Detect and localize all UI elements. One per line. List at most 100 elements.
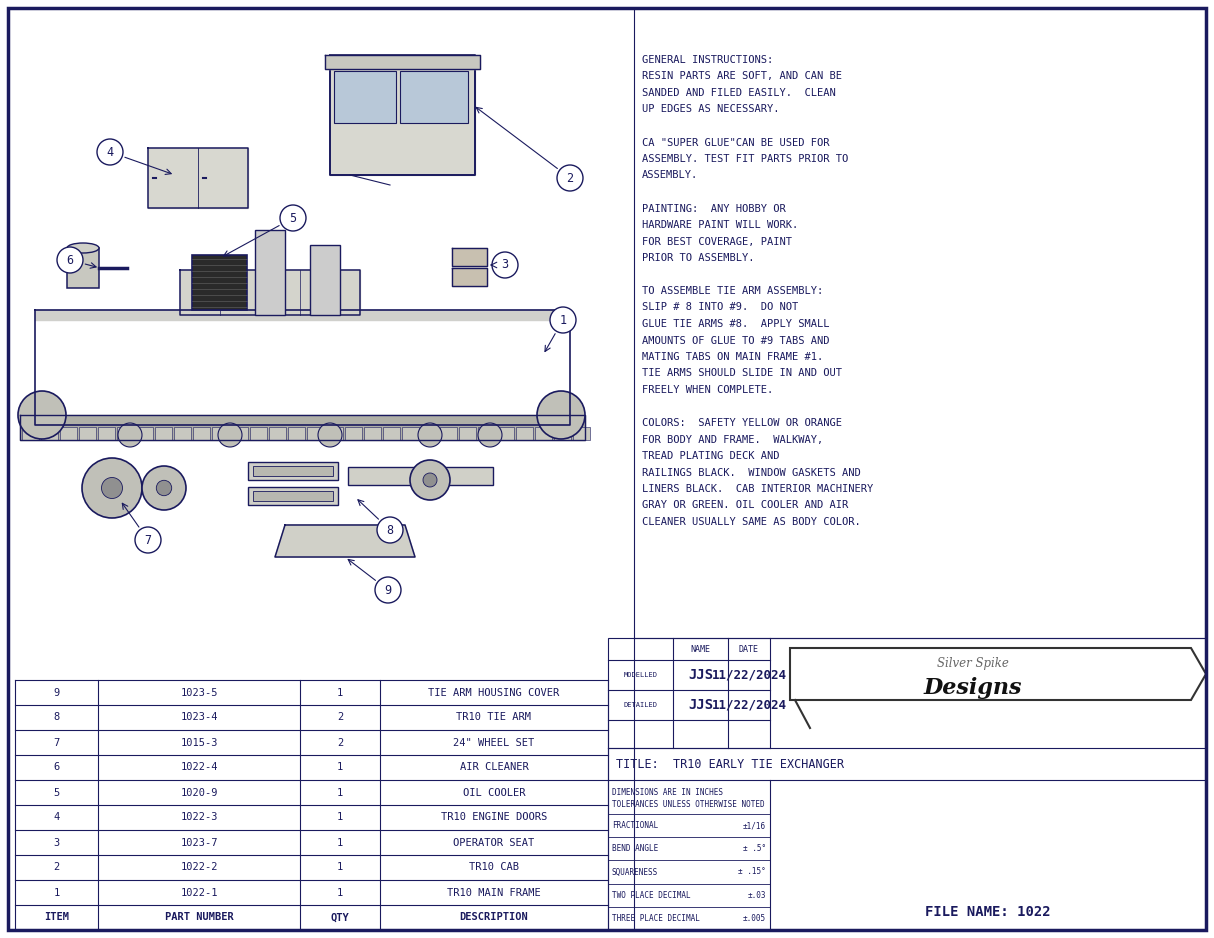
Ellipse shape (67, 243, 100, 253)
Bar (136, 427, 153, 440)
Text: GENERAL INSTRUCTIONS:: GENERAL INSTRUCTIONS: (642, 55, 773, 65)
Text: TR10 TIE ARM: TR10 TIE ARM (456, 713, 532, 722)
Text: 2: 2 (567, 172, 573, 185)
Bar (402, 427, 419, 440)
Bar (174, 427, 191, 440)
Text: CA "SUPER GLUE"CAN BE USED FOR: CA "SUPER GLUE"CAN BE USED FOR (642, 138, 829, 147)
Text: TR10 ENGINE DOORS: TR10 ENGINE DOORS (441, 812, 548, 823)
Polygon shape (330, 55, 475, 175)
Text: FILE NAME: 1022: FILE NAME: 1022 (925, 905, 1051, 919)
Text: 1: 1 (336, 812, 344, 823)
Text: OPERATOR SEAT: OPERATOR SEAT (453, 838, 534, 848)
Text: 1022-2: 1022-2 (180, 863, 217, 872)
Text: GRAY OR GREEN. OIL COOLER AND AIR: GRAY OR GREEN. OIL COOLER AND AIR (642, 501, 849, 510)
Bar (554, 427, 571, 440)
Text: TITLE:  TR10 EARLY TIE EXCHANGER: TITLE: TR10 EARLY TIE EXCHANGER (615, 758, 844, 770)
Bar (345, 427, 362, 440)
Text: FOR BODY AND FRAME.  WALKWAY,: FOR BODY AND FRAME. WALKWAY, (642, 434, 823, 445)
Text: 1: 1 (336, 688, 344, 698)
Text: SANDED AND FILED EASILY.  CLEAN: SANDED AND FILED EASILY. CLEAN (642, 88, 835, 98)
Text: PRIOR TO ASSEMBLY.: PRIOR TO ASSEMBLY. (642, 253, 754, 263)
Bar (422, 467, 493, 485)
Bar (535, 427, 552, 440)
Text: TOLERANCES UNLESS OTHERWISE NOTED: TOLERANCES UNLESS OTHERWISE NOTED (612, 800, 765, 809)
Bar (608, 638, 1206, 930)
Text: ± .5°: ± .5° (743, 844, 766, 854)
Circle shape (97, 139, 123, 165)
Text: ASSEMBLY.: ASSEMBLY. (642, 171, 698, 180)
Circle shape (318, 423, 342, 447)
Circle shape (557, 165, 583, 191)
Polygon shape (452, 248, 487, 266)
Bar (573, 427, 590, 440)
Text: FRACTIONAL: FRACTIONAL (612, 821, 658, 830)
Text: PART NUMBER: PART NUMBER (165, 913, 233, 922)
Text: 6: 6 (53, 763, 59, 773)
Text: PAINTING:  ANY HOBBY OR: PAINTING: ANY HOBBY OR (642, 204, 785, 214)
Text: 7: 7 (144, 534, 152, 547)
Bar (459, 427, 476, 440)
Text: 1020-9: 1020-9 (180, 788, 217, 797)
Bar (516, 427, 533, 440)
Bar (399, 71, 469, 123)
Text: 1015-3: 1015-3 (180, 737, 217, 748)
Text: MATING TABS ON MAIN FRAME #1.: MATING TABS ON MAIN FRAME #1. (642, 352, 823, 362)
Circle shape (83, 458, 142, 518)
Bar (255, 230, 285, 315)
Text: HARDWARE PAINT WILL WORK.: HARDWARE PAINT WILL WORK. (642, 220, 799, 230)
Bar (231, 427, 248, 440)
Text: SQUARENESS: SQUARENESS (612, 868, 658, 876)
Text: TO ASSEMBLE TIE ARM ASSEMBLY:: TO ASSEMBLE TIE ARM ASSEMBLY: (642, 286, 823, 296)
Bar (310, 245, 340, 315)
Text: 1: 1 (560, 313, 567, 326)
Text: GLUE TIE ARMS #8.  APPLY SMALL: GLUE TIE ARMS #8. APPLY SMALL (642, 319, 829, 329)
Circle shape (157, 480, 171, 495)
Bar (155, 427, 172, 440)
Bar (439, 427, 456, 440)
Circle shape (57, 247, 83, 273)
Text: Silver Spike: Silver Spike (937, 658, 1009, 671)
Bar (364, 427, 381, 440)
Bar (327, 427, 344, 440)
Text: FREELY WHEN COMPLETE.: FREELY WHEN COMPLETE. (642, 385, 773, 395)
Text: OIL COOLER: OIL COOLER (463, 788, 526, 797)
Text: COLORS:  SAFETY YELLOW OR ORANGE: COLORS: SAFETY YELLOW OR ORANGE (642, 418, 843, 428)
Text: TR10 CAB: TR10 CAB (469, 863, 520, 872)
Text: 24" WHEEL SET: 24" WHEEL SET (453, 737, 534, 748)
Text: THREE PLACE DECIMAL: THREE PLACE DECIMAL (612, 914, 700, 923)
Circle shape (378, 517, 403, 543)
Text: BEND ANGLE: BEND ANGLE (612, 844, 658, 854)
Text: ASSEMBLY. TEST FIT PARTS PRIOR TO: ASSEMBLY. TEST FIT PARTS PRIOR TO (642, 154, 849, 164)
Text: RAILINGS BLACK.  WINDOW GASKETS AND: RAILINGS BLACK. WINDOW GASKETS AND (642, 467, 861, 477)
Text: TR10 MAIN FRAME: TR10 MAIN FRAME (447, 887, 541, 898)
Text: 1022-4: 1022-4 (180, 763, 217, 773)
Bar (98, 427, 115, 440)
Circle shape (537, 391, 585, 439)
Bar (79, 427, 96, 440)
Text: 1022-1: 1022-1 (180, 887, 217, 898)
Text: 1: 1 (336, 887, 344, 898)
Circle shape (422, 473, 437, 487)
Circle shape (280, 205, 306, 231)
Bar (253, 491, 333, 501)
Text: QTY: QTY (330, 913, 350, 922)
Bar (288, 427, 305, 440)
Circle shape (102, 477, 123, 498)
Text: 7: 7 (53, 737, 59, 748)
Text: NAME: NAME (691, 644, 710, 654)
Text: 2: 2 (336, 737, 344, 748)
Text: ±1/16: ±1/16 (743, 821, 766, 830)
Bar (348, 467, 418, 485)
Circle shape (550, 307, 575, 333)
Polygon shape (180, 270, 361, 315)
Bar (248, 462, 337, 480)
Text: 5: 5 (289, 211, 296, 224)
Bar (117, 427, 134, 440)
Text: 6: 6 (67, 253, 74, 266)
Bar (67, 248, 100, 288)
Bar (421, 427, 438, 440)
Text: RESIN PARTS ARE SOFT, AND CAN BE: RESIN PARTS ARE SOFT, AND CAN BE (642, 71, 843, 82)
Text: 1022-3: 1022-3 (180, 812, 217, 823)
Circle shape (375, 577, 401, 603)
Text: TWO PLACE DECIMAL: TWO PLACE DECIMAL (612, 891, 691, 900)
